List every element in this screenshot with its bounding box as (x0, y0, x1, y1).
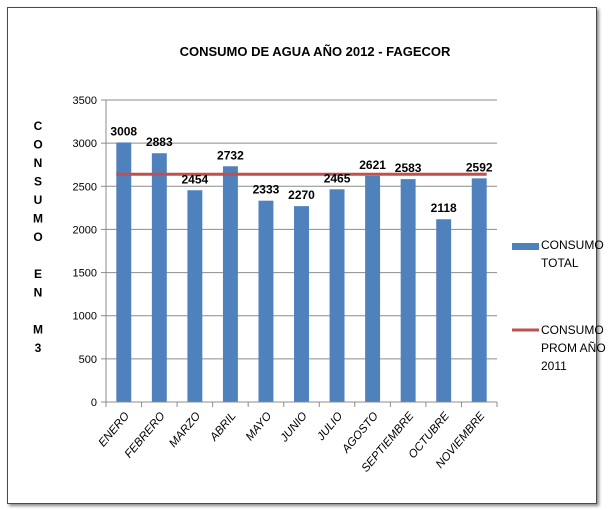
legend: CONSUMO TOTAL CONSUMO PROM AÑO 2011 (512, 238, 606, 373)
legend-marker-bar (512, 243, 539, 250)
gridlines (106, 99, 497, 360)
bar-data-label: 2883 (146, 135, 173, 149)
y-axis-label-letter: 3 (35, 341, 42, 355)
bar (400, 179, 416, 402)
bar (471, 178, 487, 402)
legend-label: TOTAL (541, 256, 579, 270)
bar (151, 153, 167, 402)
bar-data-label: 2454 (182, 172, 209, 186)
bars (116, 142, 487, 402)
bar (222, 166, 238, 402)
x-tick-label: JUNIO (278, 410, 310, 445)
bar (365, 175, 381, 402)
y-tick-label: 3500 (73, 95, 97, 107)
y-axis-label-letter: M (33, 212, 43, 226)
bar-data-label: 2592 (466, 160, 493, 174)
legend-label: CONSUMO (541, 238, 604, 252)
x-tick-label: ENERO (97, 410, 133, 449)
bar-data-label: 2270 (288, 188, 315, 202)
y-tick-label: 2000 (73, 224, 97, 236)
y-tick-label: 3000 (73, 138, 97, 150)
y-axis-label-letter: U (34, 193, 43, 207)
y-axis-label-letter: O (33, 138, 42, 152)
bar-data-label: 2118 (431, 201, 457, 215)
y-axis-ticks: 0 500 1000 1500 2000 2500 3000 3500 (73, 95, 106, 409)
y-axis-label-letter: C (34, 119, 43, 133)
y-tick-label: 500 (79, 354, 97, 366)
bar (258, 200, 274, 402)
y-axis-label-letter: O (33, 230, 42, 244)
bar-data-label: 3008 (110, 124, 137, 138)
x-tick-label: MAYO (244, 410, 274, 443)
bar (116, 142, 132, 402)
y-tick-label: 1000 (73, 311, 97, 323)
bar-data-label: 2465 (324, 171, 351, 185)
y-axis-label-letter: M (33, 323, 43, 337)
legend-label: PROM AÑO (541, 341, 606, 355)
legend-label: 2011 (541, 359, 567, 373)
bar (187, 190, 203, 402)
bar-data-label: 2621 (359, 158, 386, 172)
y-tick-label: 2500 (73, 181, 97, 193)
x-tick-label: JULIO (315, 410, 346, 443)
bar (436, 219, 452, 402)
bar-data-label: 2583 (395, 161, 422, 175)
x-tick-label: MARZO (167, 410, 203, 450)
y-axis-label-letter: S (34, 175, 42, 189)
chart-title: CONSUMO DE AGUA AÑO 2012 - FAGECOR (180, 44, 451, 59)
bar-data-label: 2333 (253, 183, 280, 197)
legend-label: CONSUMO (541, 323, 604, 337)
y-axis-label-letter: E (34, 267, 42, 281)
bar (329, 189, 345, 402)
bar (294, 206, 309, 402)
bar-value-labels: 3008 2883 2454 2732 2333 2270 2465 2621 2583 2118… (110, 124, 492, 215)
y-axis-label-letter: N (34, 286, 43, 300)
axes (105, 100, 497, 403)
y-tick-label: 1500 (73, 268, 97, 280)
bar-data-label: 2732 (217, 148, 244, 162)
y-axis-label-letter: N (34, 156, 43, 170)
x-tick-label: ABRIL (207, 410, 238, 444)
y-tick-label: 0 (91, 397, 97, 409)
